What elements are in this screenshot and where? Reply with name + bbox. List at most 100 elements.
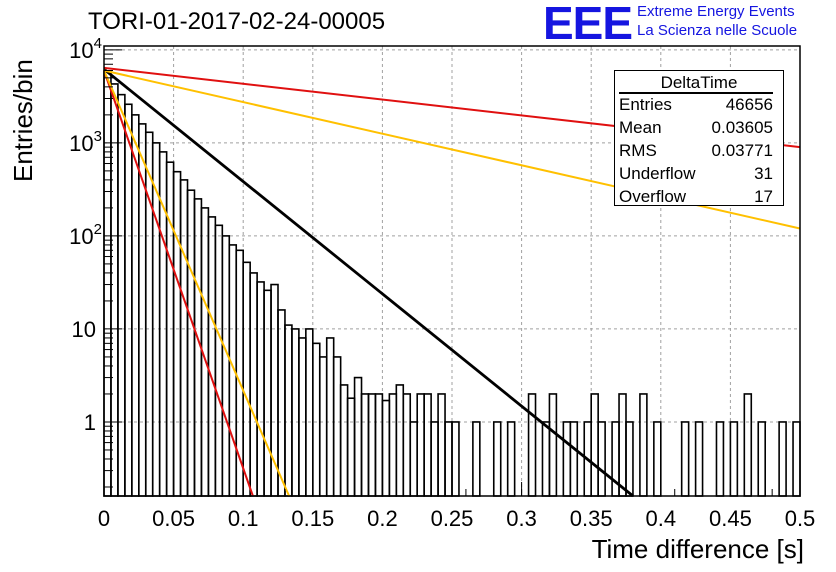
- eee-logo: EEE: [543, 0, 633, 49]
- logo-line-2: La Scienza nelle Scuole: [637, 22, 798, 39]
- histogram-bin: [653, 421, 662, 497]
- histogram-bin: [221, 235, 231, 497]
- histogram-bin: [569, 421, 579, 497]
- stats-value: 0.03605: [711, 118, 773, 137]
- histogram-bin: [527, 393, 537, 497]
- stats-value: 0.03771: [711, 141, 773, 160]
- histogram-bin: [381, 399, 391, 497]
- histogram-bin: [298, 337, 307, 497]
- histogram-bin: [694, 421, 704, 497]
- histogram-layer: [103, 71, 801, 497]
- histogram-bin: [423, 393, 432, 497]
- histogram-bin: [242, 261, 251, 497]
- histogram-bin: [256, 281, 265, 497]
- histogram-bin: [395, 384, 405, 497]
- y-tick-label: 102: [69, 221, 102, 249]
- x-axis-label: Time difference [s]: [591, 534, 804, 564]
- histogram-bin: [207, 216, 217, 497]
- stats-label: Mean: [619, 118, 662, 137]
- histogram-bin: [367, 393, 377, 497]
- histogram-bin: [402, 393, 412, 497]
- histogram-bin: [548, 393, 558, 497]
- stats-row: Underflow 31: [619, 164, 773, 186]
- histogram-bin: [144, 131, 154, 497]
- stats-row: RMS 0.03771: [619, 141, 773, 163]
- histogram-bin: [715, 421, 725, 497]
- histogram-bin: [158, 151, 168, 497]
- plot-title: TORI-01-2017-02-24-00005: [88, 8, 386, 35]
- histogram-bin: [492, 421, 502, 497]
- histogram-bin: [506, 421, 516, 497]
- x-tick-label: 0.2: [367, 506, 398, 531]
- stats-row: Mean 0.03605: [619, 118, 773, 140]
- histogram-bin: [305, 328, 314, 497]
- histogram-bin: [172, 170, 182, 497]
- stats-title: DeltaTime: [660, 73, 738, 92]
- histogram-bin: [110, 83, 119, 497]
- histogram-bin: [541, 421, 551, 497]
- histogram-bin: [103, 71, 112, 497]
- logo-line-1: Extreme Energy Events: [637, 3, 795, 20]
- stats-value: 31: [754, 164, 773, 183]
- histogram-bin: [124, 103, 133, 497]
- histogram-bin: [778, 421, 787, 497]
- histogram-bin: [388, 393, 398, 497]
- histogram-bin: [472, 421, 481, 497]
- histogram-bin: [416, 393, 425, 497]
- x-tick-label: 0.35: [570, 506, 613, 531]
- histogram-bin: [353, 376, 363, 497]
- histogram-bin: [437, 393, 446, 497]
- stats-value: 46656: [725, 95, 773, 114]
- x-tick-label: 0.05: [152, 506, 195, 531]
- fit-line: [103, 70, 254, 497]
- histogram-bin: [311, 342, 321, 497]
- histogram-bin: [597, 421, 606, 497]
- x-tick-label: 0.25: [431, 506, 474, 531]
- y-tick-label: 10: [72, 317, 96, 342]
- histogram-bin: [131, 114, 140, 497]
- x-tick-label: 0.15: [291, 506, 334, 531]
- histogram-bin: [625, 421, 634, 497]
- stats-label: Entries: [619, 95, 672, 114]
- histogram-bin: [374, 393, 384, 497]
- x-tick-label: 0.45: [709, 506, 752, 531]
- histogram-bin: [360, 393, 370, 497]
- stats-box: DeltaTime Entries 46656 Mean 0.03605 RMS…: [614, 70, 784, 206]
- histogram-bin: [332, 356, 342, 497]
- histogram-bin: [339, 384, 349, 497]
- histogram-bin: [729, 421, 739, 497]
- x-tick-label: 0.3: [506, 506, 537, 531]
- fit-line: [103, 70, 291, 497]
- x-tick-label: 0.5: [785, 506, 816, 531]
- y-tick-label: 104: [69, 35, 102, 63]
- histogram-bin: [618, 393, 627, 497]
- histogram-bin: [451, 421, 460, 497]
- histogram-bin: [318, 356, 328, 497]
- histogram-bin: [249, 272, 258, 497]
- stats-row: Overflow 17: [619, 187, 773, 209]
- histogram-bin: [743, 393, 753, 497]
- fit-line: [103, 68, 634, 498]
- x-tick-label: 0: [98, 506, 110, 531]
- histogram-bin: [277, 309, 286, 497]
- axes: 0 0.05 0.1 0.15 0.2 0.25 0.3 0.35 0.4 0.45 0.5 1 10 1…: [69, 35, 815, 531]
- histogram-bin: [117, 93, 126, 497]
- histogram-bin: [179, 179, 189, 497]
- stats-value: 17: [754, 187, 773, 206]
- histogram-bin: [284, 324, 293, 497]
- histogram-bin: [639, 393, 648, 497]
- histogram-bin: [757, 421, 766, 497]
- stats-row: Entries 46656: [619, 95, 773, 117]
- histogram-bin: [346, 397, 356, 497]
- histogram-bin: [792, 421, 801, 497]
- stats-label: Overflow: [619, 187, 687, 206]
- histogram-bin: [409, 421, 418, 497]
- histogram-bin: [263, 289, 272, 497]
- histogram-bin: [680, 421, 690, 497]
- x-tick-label: 0.4: [646, 506, 677, 531]
- y-tick-label: 1: [84, 410, 96, 435]
- histogram-bin: [562, 421, 572, 497]
- histogram-bin: [444, 421, 453, 497]
- histogram-bin: [590, 393, 599, 497]
